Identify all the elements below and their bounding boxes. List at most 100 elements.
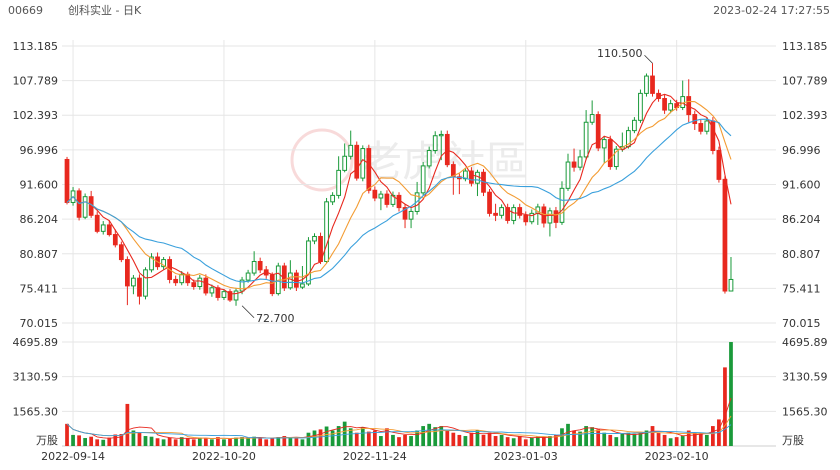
volume-bar <box>391 434 395 446</box>
volume-bar <box>505 437 510 446</box>
volume-bar <box>270 437 275 446</box>
candle-body <box>360 148 366 179</box>
volume-bar <box>548 436 552 446</box>
price-tick-left: 86.204 <box>20 213 59 226</box>
candle-body <box>64 158 70 203</box>
candle-body <box>245 272 251 281</box>
candle-body <box>517 207 523 216</box>
candle-body <box>396 194 402 209</box>
candle-body <box>215 287 221 298</box>
volume-bar <box>191 439 196 446</box>
volume-bar <box>71 434 75 446</box>
volume-bar <box>161 439 166 446</box>
candle-body <box>704 120 710 132</box>
volume-bar <box>469 432 474 446</box>
candle-body <box>577 156 583 168</box>
volume-bar <box>439 426 444 446</box>
volume-bar <box>210 439 214 446</box>
volume-bar <box>288 437 293 446</box>
candle-body <box>94 214 100 232</box>
annotation-high-label: 110.500 <box>597 47 643 60</box>
candle-body <box>82 196 88 218</box>
volume-bar <box>342 421 347 446</box>
timestamp: 2023-02-24 17:27:55 <box>713 4 830 17</box>
candle-body <box>408 210 414 220</box>
volume-bar <box>692 432 697 446</box>
x-tick-label: 2022-10-20 <box>192 450 256 463</box>
candle-body <box>191 282 197 288</box>
volume-bar <box>246 438 250 446</box>
volume-bar <box>487 432 492 446</box>
volume-bar <box>216 437 220 446</box>
ma20-line <box>66 118 732 284</box>
x-tick-label: 2022-09-14 <box>41 450 105 463</box>
volume-bar <box>222 439 226 446</box>
candle-body <box>523 214 529 223</box>
candle-body <box>499 207 504 216</box>
volume-bar <box>457 434 462 446</box>
volume-bar <box>723 367 727 446</box>
volume-bar <box>366 431 371 446</box>
volume-bar <box>185 438 190 446</box>
volume-tick-left: 1565.30 <box>13 405 59 418</box>
volume-bar <box>626 432 631 446</box>
watermark: 老虎社區 <box>290 128 528 192</box>
candle-body <box>306 240 311 285</box>
watermark-logo-icon <box>290 128 354 192</box>
price-tick-left: 70.015 <box>20 317 59 330</box>
volume-bar <box>529 437 534 446</box>
volume-bar <box>668 438 673 446</box>
volume-bar <box>83 438 87 446</box>
volume-bar <box>119 434 124 446</box>
grid <box>62 40 776 447</box>
volume-bar <box>336 426 341 446</box>
candle-body <box>505 207 511 221</box>
candle-body <box>511 207 517 221</box>
price-tick-left: 80.807 <box>20 248 59 261</box>
candle-body <box>668 103 673 111</box>
volume-bar <box>179 437 184 446</box>
volume-bar <box>234 437 238 446</box>
volume-bar <box>481 434 486 446</box>
volume-bar <box>125 403 130 446</box>
candle-body <box>638 92 643 121</box>
volume-bar <box>638 432 643 446</box>
candle-body <box>294 272 299 288</box>
volume-bar <box>560 428 564 446</box>
candle-body <box>728 278 734 292</box>
volume-tick-left: 4695.89 <box>13 336 59 349</box>
volume-bar <box>656 432 661 446</box>
candle-body <box>257 260 263 271</box>
volume-bar <box>535 436 540 446</box>
candle-body <box>583 121 589 158</box>
x-tick-label: 2023-02-10 <box>645 450 709 463</box>
volume-bar <box>354 432 359 446</box>
candle-body <box>487 191 492 214</box>
volume-bar <box>662 434 667 446</box>
volume-bar <box>65 423 69 446</box>
axis-labels: 113.185 113.185 107.789 107.789 102.393 102.3… <box>13 40 828 463</box>
volume-bar <box>276 437 281 446</box>
price-tick-left: 102.393 <box>13 109 59 122</box>
volume-bar <box>632 433 637 446</box>
candle-body <box>469 170 474 184</box>
volume-bar <box>463 436 468 446</box>
volume-bar <box>475 430 480 446</box>
candle-body <box>475 171 480 184</box>
candle-body <box>354 144 360 179</box>
volume-tick-right: 3130.59 <box>782 371 828 384</box>
volume-ma10-line <box>66 415 732 439</box>
volume-bar <box>107 437 112 446</box>
volume-bar <box>698 433 703 446</box>
chart-title: 创科实业 - 日K <box>68 3 142 17</box>
candle-body <box>239 279 245 292</box>
candle-body <box>426 149 432 167</box>
candle-body <box>444 133 450 166</box>
volume-unit-right: 万股 <box>782 434 804 447</box>
price-tick-right: 113.185 <box>782 40 828 53</box>
volume-bar <box>240 437 244 446</box>
volume-bar <box>433 427 438 446</box>
volume-bar <box>379 436 383 446</box>
